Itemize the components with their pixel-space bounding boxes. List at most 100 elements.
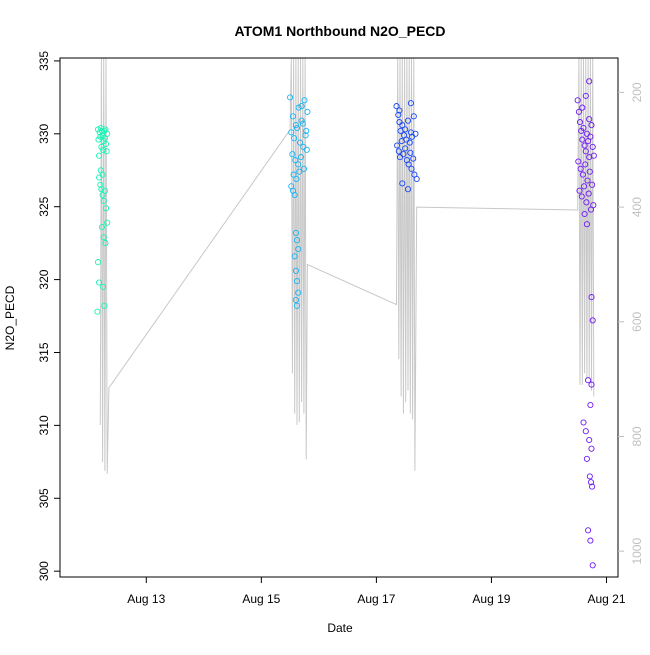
- data-point: [577, 165, 584, 172]
- data-point: [579, 104, 586, 111]
- data-point: [408, 165, 415, 172]
- data-point: [589, 562, 596, 569]
- data-point: [102, 205, 110, 212]
- data-point: [293, 278, 301, 285]
- data-point: [98, 186, 105, 193]
- data-point: [589, 317, 596, 324]
- data-point: [292, 229, 299, 236]
- y-tick-label: 305: [37, 488, 51, 508]
- data-point: [581, 142, 588, 149]
- data-point: [588, 294, 595, 301]
- data-point: [295, 289, 302, 296]
- data-point: [296, 139, 303, 146]
- data-point: [586, 473, 593, 480]
- y-tick-label: 335: [37, 51, 51, 71]
- data-point: [398, 138, 405, 145]
- data-point: [576, 187, 583, 194]
- y-tick-label: 325: [37, 196, 51, 216]
- altitude-trace-line: [99, 57, 595, 474]
- data-point: [399, 180, 406, 187]
- data-point: [590, 202, 597, 209]
- data-point: [583, 221, 590, 228]
- data-point: [585, 527, 592, 534]
- x-tick-label: Aug 21: [587, 592, 625, 606]
- data-point: [399, 122, 406, 129]
- data-point: [94, 308, 101, 315]
- data-point: [94, 259, 102, 266]
- axes-layer: Aug 13 Aug 15 Aug 17 Aug 19 Aug 21 300 305 310 3…: [37, 51, 644, 606]
- data-point: [291, 191, 298, 199]
- data-point: [585, 377, 592, 384]
- data-point: [579, 171, 586, 178]
- x-tick-label: Aug 19: [472, 592, 510, 606]
- data-point: [100, 197, 107, 204]
- data-point: [580, 124, 587, 132]
- data-point: [589, 181, 596, 188]
- data-point: [582, 92, 589, 99]
- data-point: [587, 479, 595, 486]
- x-tick-label: Aug 17: [357, 592, 395, 606]
- data-point: [295, 104, 302, 111]
- data-point: [302, 132, 309, 139]
- data-point: [583, 199, 590, 206]
- data-point: [400, 151, 407, 158]
- data-point: [588, 122, 595, 129]
- y2-tick-label: 400: [630, 197, 644, 217]
- data-point: [289, 113, 297, 120]
- data-point: [413, 175, 420, 183]
- data-point: [404, 117, 412, 124]
- data-point: [410, 113, 417, 120]
- data-point: [588, 445, 595, 452]
- y-axis-label: N2O_PECD: [3, 285, 17, 350]
- y-tick-label: 330: [37, 123, 51, 143]
- data-point: [104, 130, 111, 137]
- data-point: [587, 133, 594, 140]
- y2-tick-label: 1000: [630, 538, 644, 565]
- data-point: [290, 171, 297, 178]
- x-axis-label: Date: [327, 621, 353, 635]
- y2-tick-label: 800: [630, 426, 644, 446]
- data-point: [300, 165, 307, 172]
- series-4: [574, 78, 597, 569]
- data-point: [298, 117, 305, 124]
- x-tick-label: Aug 15: [242, 592, 280, 606]
- data-point: [292, 267, 299, 274]
- data-point: [583, 455, 590, 462]
- data-point: [586, 116, 593, 123]
- data-point: [101, 187, 108, 194]
- data-point: [406, 139, 413, 146]
- data-point: [296, 168, 303, 175]
- data-point: [292, 157, 299, 164]
- data-point: [584, 177, 591, 184]
- data-point: [578, 193, 585, 200]
- data-point: [402, 126, 409, 133]
- data-point: [304, 108, 311, 115]
- data-point: [98, 224, 106, 231]
- data-point: [582, 161, 589, 168]
- data-point: [101, 302, 108, 309]
- plot-frame: [59, 57, 619, 578]
- data-point: [104, 219, 111, 226]
- data-point: [580, 419, 587, 426]
- data-point: [582, 428, 589, 435]
- series-1: [94, 124, 111, 315]
- data-point: [402, 145, 409, 152]
- data-point: [293, 237, 301, 244]
- data-point: [100, 234, 107, 241]
- data-point: [393, 103, 400, 110]
- y2-tick-label: 600: [630, 311, 644, 331]
- data-point: [405, 161, 412, 168]
- y-tick-label: 320: [37, 269, 51, 289]
- y-tick-label: 300: [37, 561, 51, 581]
- data-point: [287, 94, 294, 101]
- data-point: [293, 175, 300, 183]
- data-point: [579, 136, 586, 143]
- data-point: [293, 302, 301, 309]
- data-points-layer: [94, 78, 597, 569]
- data-point: [581, 183, 588, 190]
- data-point: [100, 146, 107, 153]
- data-point: [412, 130, 419, 137]
- data-point: [96, 152, 103, 159]
- data-point: [288, 129, 295, 136]
